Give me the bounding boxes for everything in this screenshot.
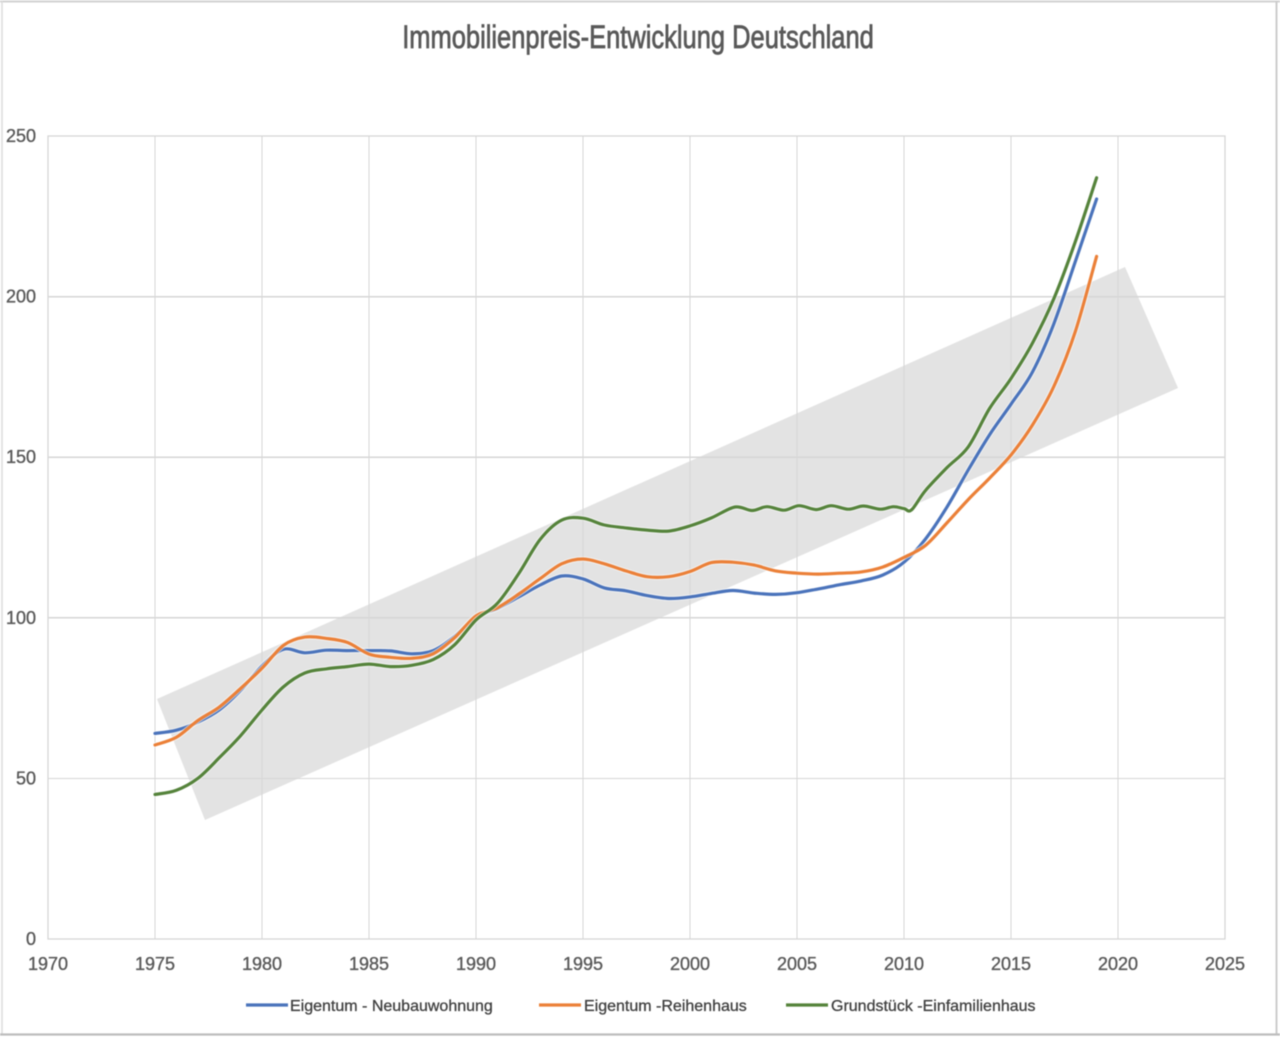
svg-text:Grundstück -Einfamilienhaus: Grundstück -Einfamilienhaus [831,998,1036,1015]
svg-text:1985: 1985 [349,954,389,974]
svg-text:Immobilienpreis-Entwicklung De: Immobilienpreis-Entwicklung Deutschland [402,19,874,56]
svg-text:2005: 2005 [777,954,817,974]
svg-text:Eigentum -Reihenhaus: Eigentum -Reihenhaus [584,998,747,1015]
svg-text:1975: 1975 [135,954,175,974]
svg-text:Eigentum - Neubauwohnung: Eigentum - Neubauwohnung [290,998,493,1015]
svg-text:2025: 2025 [1205,954,1245,974]
svg-text:2015: 2015 [991,954,1031,974]
svg-text:2000: 2000 [670,954,710,974]
svg-text:50: 50 [16,768,36,788]
svg-text:150: 150 [6,447,36,467]
svg-text:2010: 2010 [884,954,924,974]
svg-text:1995: 1995 [563,954,603,974]
svg-text:200: 200 [6,287,36,307]
svg-text:1970: 1970 [28,954,68,974]
svg-text:2020: 2020 [1098,954,1138,974]
svg-text:0: 0 [26,929,36,949]
svg-text:250: 250 [6,126,36,146]
svg-text:1980: 1980 [242,954,282,974]
svg-text:100: 100 [6,608,36,628]
svg-text:1990: 1990 [456,954,496,974]
